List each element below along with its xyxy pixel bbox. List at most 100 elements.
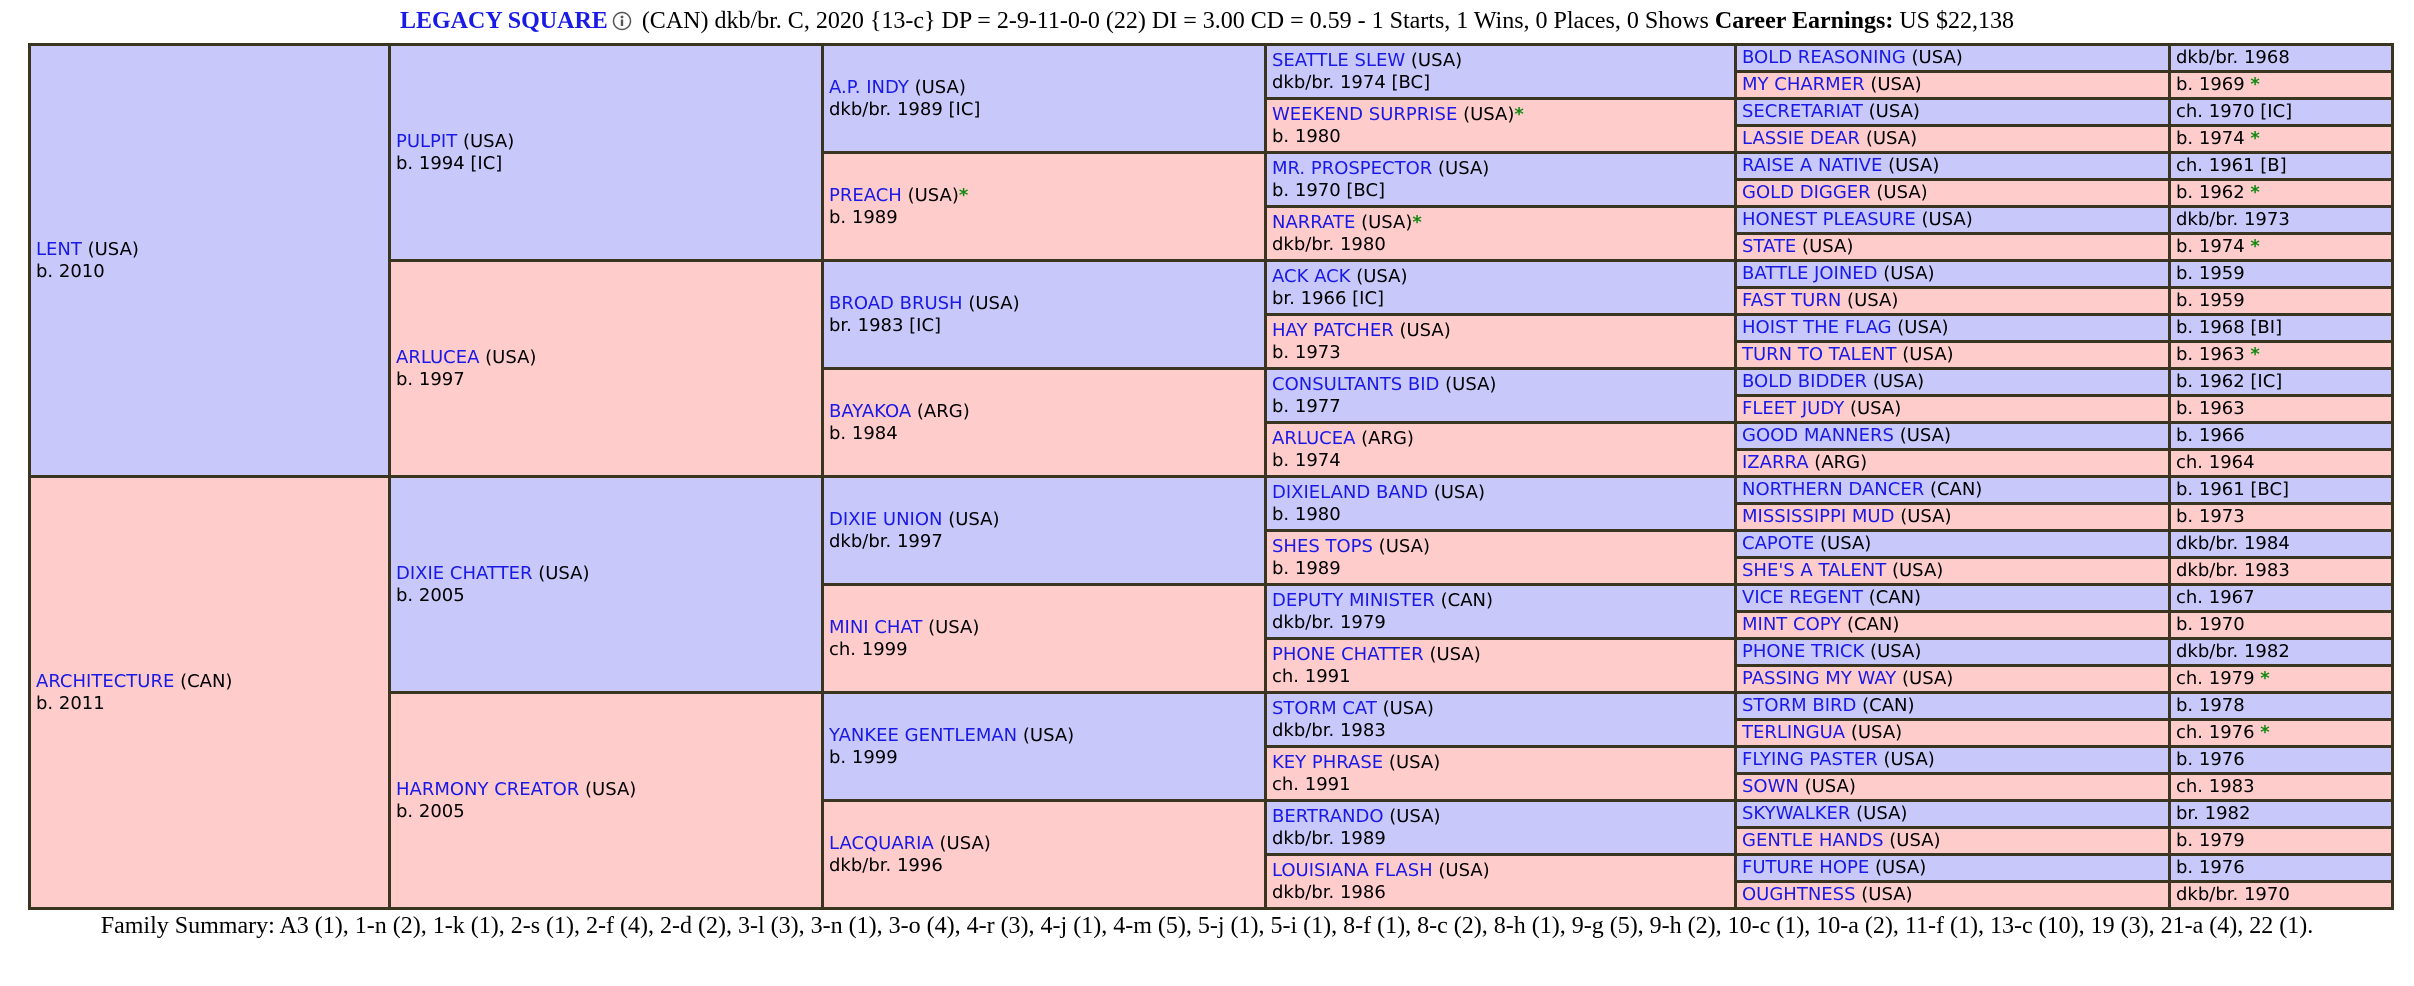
ancestor-name[interactable]: BAYAKOA [829,400,912,422]
ancestor-name[interactable]: SKYWALKER [1742,803,1851,825]
ancestor-name[interactable]: DIXIELAND BAND [1272,481,1428,503]
pedigree-row: BAYAKOA (ARG) b. 1984 CONSULTANTS BID (USA… [30,367,2394,478]
ancestor-cell: FLYING PASTER (USA) [1734,745,2171,775]
ancestor-cell: NARRATE (USA)* dkb/br. 1980 [1264,205,1737,262]
ancestor-birth: b. 1974 [2176,128,2245,150]
pedigree-row: MINI CHAT (USA) ch. 1999 DEPUTY MINISTER (… [30,583,2394,694]
ancestor-name[interactable]: HARMONY CREATOR [396,778,580,800]
ancestor-birth: b. 1976 [2176,857,2245,879]
ancestor-birth: dkb/br. 1983 [2176,560,2290,582]
ancestor-name[interactable]: HONEST PLEASURE [1742,209,1916,231]
birth-cell: b. 1979 [2168,826,2394,856]
ancestor-name[interactable]: FAST TURN [1742,290,1842,312]
ancestor-name[interactable]: HAY PATCHER [1272,319,1394,341]
ancestor-name[interactable]: ARLUCEA [396,346,480,368]
info-icon[interactable] [612,11,632,31]
ancestor-name[interactable]: ACK ACK [1272,265,1351,287]
ancestor-name[interactable]: SOWN [1742,776,1799,798]
ancestor-birth: dkb/br. 1989 [IC] [829,98,981,120]
ancestor-name[interactable]: VICE REGENT [1742,587,1863,609]
pedigree-row: SOWN (USA) ch. 1983 [30,772,2394,802]
ancestor-name[interactable]: DIXIE CHATTER [396,562,533,584]
horse-name[interactable]: LEGACY SQUARE [400,8,608,34]
ancestor-name[interactable]: PHONE CHATTER [1272,643,1424,665]
ancestor-name[interactable]: KEY PHRASE [1272,751,1384,773]
ancestor-name[interactable]: BOLD BIDDER [1742,371,1868,393]
ancestor-name[interactable]: NORTHERN DANCER [1742,479,1925,501]
ancestor-name[interactable]: PREACH [829,184,902,206]
ancestor-name[interactable]: LOUISIANA FLASH [1272,859,1433,881]
ancestor-name[interactable]: SHE'S A TALENT [1742,560,1887,582]
ancestor-name[interactable]: LENT [36,238,82,260]
ancestor-name[interactable]: BERTRANDO [1272,805,1384,827]
ancestor-cell: NORTHERN DANCER (CAN) [1734,475,2171,505]
ancestor-name[interactable]: RAISE A NATIVE [1742,155,1883,177]
ancestor-name[interactable]: DIXIE UNION [829,508,943,530]
birth-cell: b. 1974 * [2168,232,2394,262]
pedigree-row: TURN TO TALENT (USA) b. 1963 * [30,340,2394,370]
ancestor-name[interactable]: FLYING PASTER [1742,749,1878,771]
ancestor-cell: PULPIT (USA) b. 1994 [IC] [388,43,824,262]
ancestor-name[interactable]: MINT COPY [1742,614,1842,636]
ancestor-name[interactable]: PASSING MY WAY [1742,668,1897,690]
ancestor-name[interactable]: CAPOTE [1742,533,1815,555]
ancestor-name[interactable]: BOLD REASONING [1742,47,1906,69]
ancestor-name[interactable]: BATTLE JOINED [1742,263,1878,285]
ancestor-name[interactable]: ARCHITECTURE [36,670,175,692]
ancestor-name[interactable]: CONSULTANTS BID [1272,373,1440,395]
ancestor-name[interactable]: GOLD DIGGER [1742,182,1871,204]
ancestor-name[interactable]: BROAD BRUSH [829,292,963,314]
ancestor-birth: b. 1976 [2176,749,2245,771]
ancestor-name[interactable]: LACQUARIA [829,832,934,854]
ancestor-country: (USA) [1897,317,1949,339]
ancestor-birth: dkb/br. 1979 [1272,611,1386,633]
ancestor-name[interactable]: A.P. INDY [829,76,909,98]
birth-cell: b. 1973 [2168,502,2394,532]
ancestor-name[interactable]: TERLINGUA [1742,722,1846,744]
ancestor-name[interactable]: GOOD MANNERS [1742,425,1894,447]
ancestor-name[interactable]: MINI CHAT [829,616,923,638]
ancestor-name[interactable]: SEATTLE SLEW [1272,49,1406,71]
ancestor-name[interactable]: STATE [1742,236,1797,258]
ancestor-name[interactable]: OUGHTNESS [1742,884,1856,906]
birth-cell: b. 1976 [2168,853,2394,883]
ancestor-birth: dkb/br. 1983 [1272,719,1386,741]
ancestor-name[interactable]: GENTLE HANDS [1742,830,1884,852]
ancestor-cell: VICE REGENT (CAN) [1734,583,2171,613]
ancestor-name[interactable]: FUTURE HOPE [1742,857,1870,879]
ancestor-birth: b. 1963 [2176,398,2245,420]
ancestor-name[interactable]: NARRATE [1272,211,1356,233]
ancestor-birth: dkb/br. 1974 [BC] [1272,71,1431,93]
ancestor-name[interactable]: SECRETARIAT [1742,101,1863,123]
ancestor-country: (CAN) [1868,587,1922,609]
ancestor-name[interactable]: HOIST THE FLAG [1742,317,1892,339]
ancestor-name[interactable]: TURN TO TALENT [1742,344,1897,366]
ancestor-name[interactable]: IZARRA [1742,452,1809,474]
star: * [1412,211,1422,233]
ancestor-name[interactable]: PHONE TRICK [1742,641,1865,663]
ancestor-name[interactable]: ARLUCEA [1272,427,1356,449]
ancestor-name[interactable]: WEEKEND SURPRISE [1272,103,1458,125]
ancestor-birth: b. 1970 [BC] [1272,179,1386,201]
ancestor-country: (USA) [1883,749,1935,771]
star: * [2250,236,2260,258]
ancestor-name[interactable]: MR. PROSPECTOR [1272,157,1433,179]
ancestor-country: (USA) [968,292,1020,314]
ancestor-name[interactable]: MISSISSIPPI MUD [1742,506,1895,528]
ancestor-birth: b. 1973 [2176,506,2245,528]
ancestor-name[interactable]: SHES TOPS [1272,535,1373,557]
ancestor-name[interactable]: STORM CAT [1272,697,1377,719]
ancestor-name[interactable]: FLEET JUDY [1742,398,1845,420]
ancestor-name[interactable]: YANKEE GENTLEMAN [829,724,1018,746]
ancestor-name[interactable]: DEPUTY MINISTER [1272,589,1435,611]
pedigree-row: GENTLE HANDS (USA) b. 1979 [30,826,2394,856]
ancestor-birth: ch. 1964 [2176,452,2255,474]
ancestor-name[interactable]: MY CHARMER [1742,74,1865,96]
ancestor-name[interactable]: STORM BIRD [1742,695,1857,717]
ancestor-country: (USA) [914,76,966,98]
ancestor-name[interactable]: LASSIE DEAR [1742,128,1861,150]
ancestor-birth: dkb/br. 1986 [1272,881,1386,903]
ancestor-name[interactable]: PULPIT [396,130,458,152]
ancestor-birth: b. 2011 [36,692,105,714]
pedigree-row: HAY PATCHER (USA) b. 1973 HOIST THE FLAG (… [30,313,2394,370]
